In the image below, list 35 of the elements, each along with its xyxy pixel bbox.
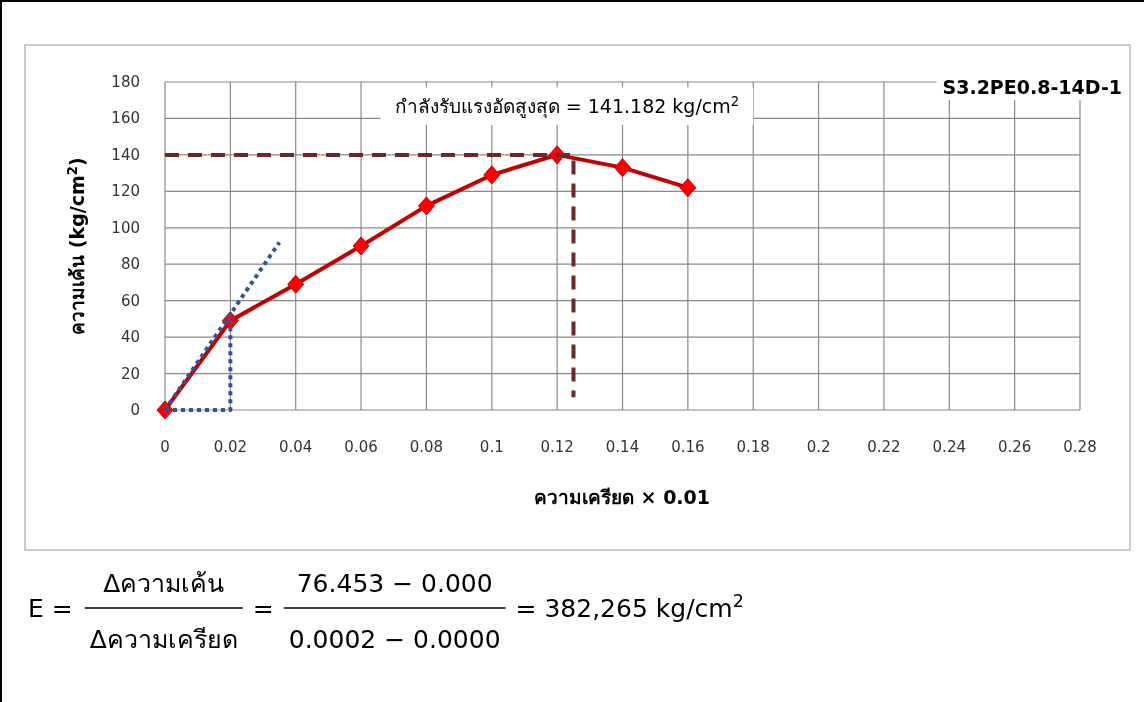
x-tick-label: 0.14 [605,438,640,456]
y-tick-label: 80 [120,255,140,274]
x-tick-label: 0.2 [806,438,831,456]
text: 76.453 − 0.000 [296,569,493,598]
x-tick-label: 0.16 [671,438,705,456]
text: E = [28,594,73,623]
annotation: กำลังรับแรงอัดสูงสุด = 141.182 kg/cm$^{2}$ [394,93,740,119]
x-tick-label: 0.1 [479,438,504,456]
x-tick-label: 0.18 [736,438,770,456]
y-tick-label: 160 [111,109,140,128]
y-tick-label: 180 [111,73,140,91]
y-tick-label: 140 [111,145,140,164]
x-tick-label: 0.06 [344,438,378,456]
y-tick-label: 40 [120,328,140,347]
x-tick-label: 0.02 [213,438,248,456]
y-tick-label: 20 [120,364,140,383]
x-tick-label: 0.04 [279,438,313,456]
text: Δความเครียด [89,625,238,654]
x-tick-label: 0.24 [932,438,966,456]
y-tick-label: 0 [130,401,140,419]
x-tick-label: 0.08 [409,438,444,456]
y-tick-label: 100 [111,218,140,237]
x-tick-label: 0.12 [540,438,574,456]
x-tick-label: 0.28 [1063,438,1097,456]
x-tick-label: 0.22 [867,438,901,456]
y-tick-label: 60 [120,291,140,310]
text: Δความเค้น [103,569,225,598]
text: = 382,265 kg/cm$^{2}$ [515,591,744,623]
x-tick-label: 0 [160,438,170,456]
text: = [252,594,274,623]
x-tick-label: 0.26 [997,438,1032,456]
x-axis-title: ความเครียด × 0.01 [533,486,711,508]
y-tick-label: 120 [111,182,140,201]
text: 0.0002 − 0.0000 [288,625,501,654]
chart-title: S3.2PE0.8-14D-1 [942,76,1122,98]
